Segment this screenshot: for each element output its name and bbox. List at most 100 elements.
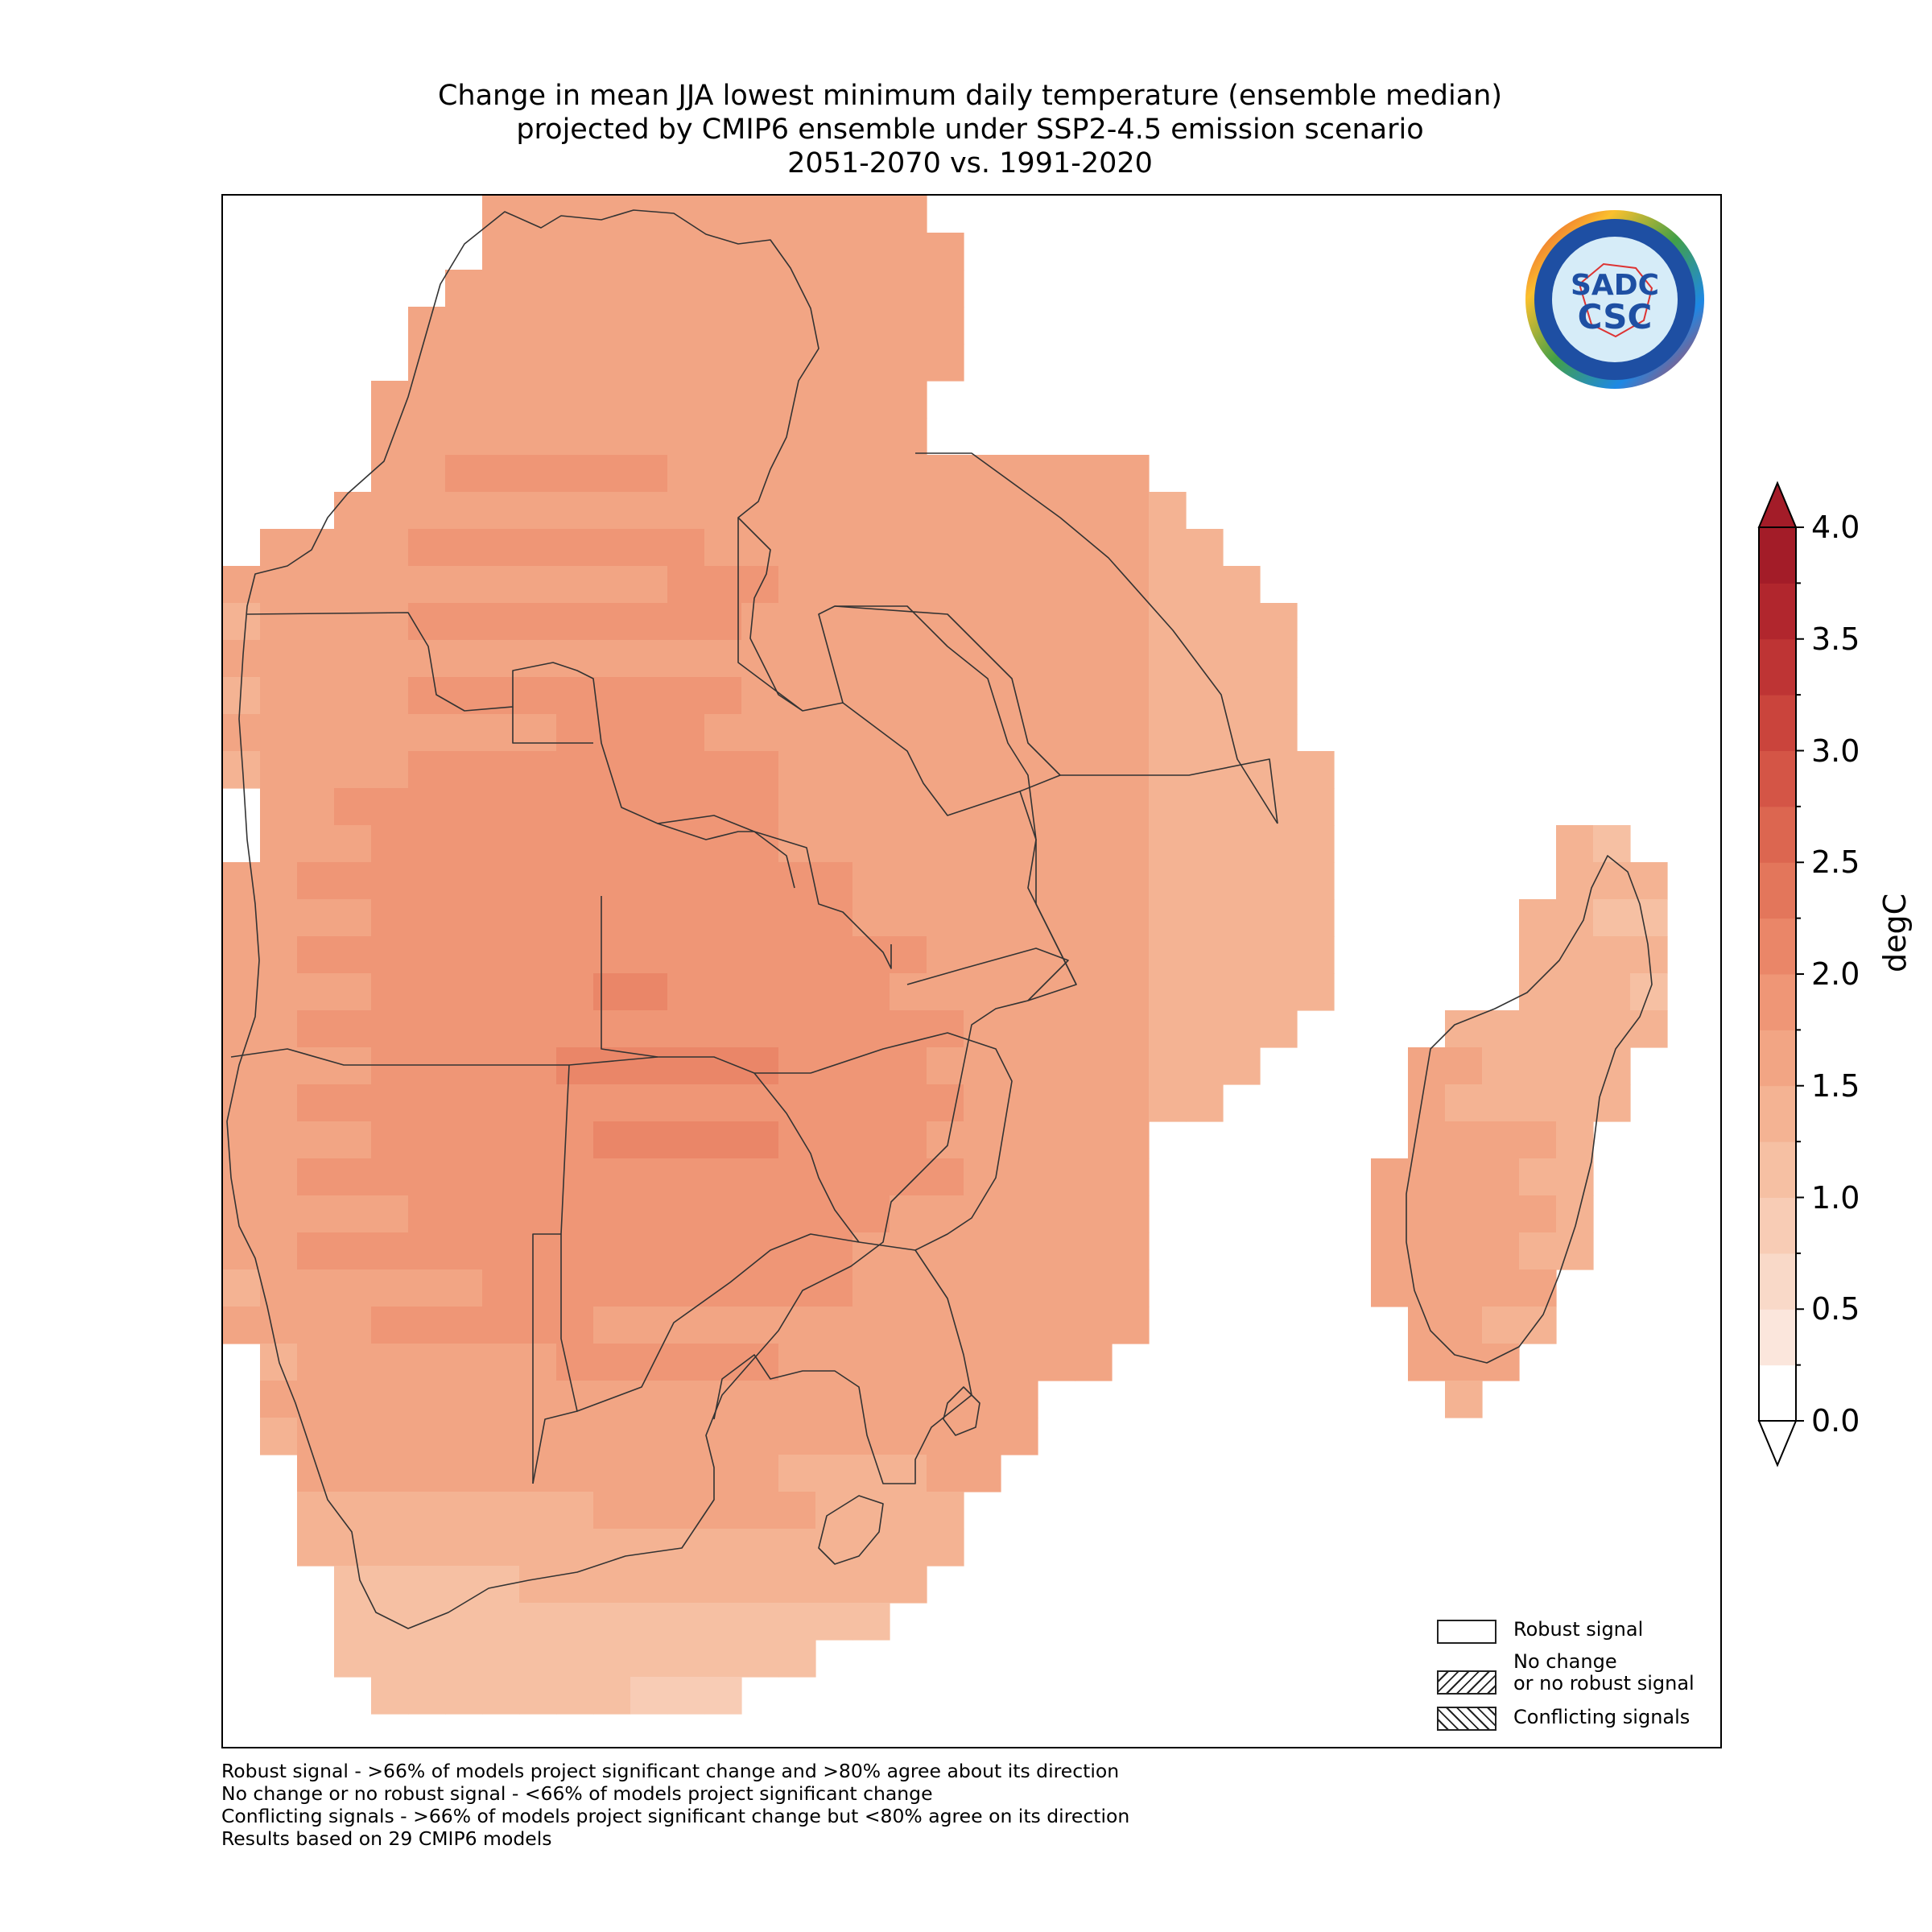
grid-cell [1038, 677, 1075, 715]
border-tanzania-inner [834, 605, 1061, 776]
grid-cell [630, 640, 668, 678]
grid-cell [260, 1307, 298, 1344]
grid-cell [852, 677, 890, 715]
grid-cell [741, 1307, 779, 1344]
grid-cell [1519, 899, 1557, 937]
grid-cell [519, 1566, 557, 1604]
temperature-grid-cells [223, 196, 1668, 1715]
grid-cell [741, 862, 779, 900]
grid-cell [964, 825, 1001, 863]
grid-cell [778, 1047, 816, 1085]
grid-cell [1038, 788, 1075, 826]
grid-cell [890, 1010, 927, 1048]
grid-cell [371, 1640, 409, 1678]
grid-cell [408, 788, 446, 826]
grid-cell [741, 899, 779, 937]
grid-cell [260, 751, 298, 789]
grid-cell [630, 1492, 668, 1530]
grid-cell [297, 1492, 335, 1530]
grid-cell [593, 1269, 631, 1307]
grid-cell [223, 973, 261, 1011]
grid-cell [890, 640, 927, 678]
grid-cell [593, 1455, 631, 1492]
grid-cell [223, 1010, 261, 1048]
grid-cell [408, 603, 446, 641]
grid-cell [1556, 899, 1594, 937]
grid-cell [1038, 1158, 1075, 1196]
colorbar-bin [1759, 918, 1796, 975]
grid-cell [1186, 603, 1224, 641]
grid-cell [1001, 1195, 1038, 1233]
grid-cell [890, 566, 927, 604]
grid-cell [260, 862, 298, 900]
grid-cell [408, 714, 446, 752]
grid-cell [704, 1344, 742, 1381]
grid-cell [704, 1121, 742, 1159]
grid-cell [1001, 1418, 1038, 1455]
grid-cell [815, 1344, 853, 1381]
grid-cell [964, 714, 1001, 752]
grid-cell [445, 344, 483, 382]
grid-cell [1593, 936, 1631, 974]
grid-cell [260, 1084, 298, 1122]
grid-cell [1149, 825, 1187, 863]
grid-cell [890, 1344, 927, 1381]
grid-cell [482, 233, 520, 270]
grid-cell [519, 1344, 557, 1381]
grid-cell [297, 1121, 335, 1159]
grid-cell [778, 1418, 816, 1455]
grid-cell [890, 344, 927, 382]
colorbar-tick-label: 1.0 [1811, 1179, 1860, 1216]
grid-cell [1186, 936, 1224, 974]
grid-cell [1223, 1010, 1261, 1048]
colorbar-tick-label: 0.0 [1811, 1403, 1860, 1439]
grid-cell [593, 603, 631, 641]
grid-cell [815, 677, 853, 715]
border-botswana-zimbabwe [753, 1072, 860, 1243]
grid-cell [371, 862, 409, 900]
grid-cell [1445, 1269, 1483, 1307]
grid-cell [1075, 825, 1113, 863]
grid-cell [445, 1344, 483, 1381]
grid-cell [667, 1307, 705, 1344]
grid-cell [667, 1121, 705, 1159]
grid-cell [445, 1640, 483, 1678]
grid-cell [445, 788, 483, 826]
footnote-models: Results based on 29 CMIP6 models [221, 1827, 552, 1850]
grid-cell [482, 751, 520, 789]
grid-cell [445, 455, 483, 493]
grid-cell [704, 1603, 742, 1641]
grid-cell [408, 1047, 446, 1085]
grid-cell [1297, 936, 1335, 974]
grid-cell [890, 196, 927, 233]
grid-cell [1038, 603, 1075, 641]
grid-cell [630, 1269, 668, 1307]
grid-cell [1260, 751, 1298, 789]
grid-cell [593, 825, 631, 863]
grid-cell [964, 1121, 1001, 1159]
grid-cell [519, 307, 557, 345]
grid-cell [1075, 1158, 1113, 1196]
grid-cell [1186, 714, 1224, 752]
grid-cell [593, 1232, 631, 1270]
grid-cell [890, 714, 927, 752]
grid-cell [1001, 529, 1038, 567]
grid-cell [223, 899, 261, 937]
grid-cell [890, 270, 927, 308]
grid-cell [1112, 862, 1150, 900]
grid-cell [852, 381, 890, 419]
grid-cell [334, 973, 372, 1011]
grid-cell [482, 1010, 520, 1048]
grid-cell [1149, 603, 1187, 641]
colorbar-bin [1759, 1253, 1796, 1310]
grid-cell [593, 1492, 631, 1530]
grid-cell [704, 1492, 742, 1530]
grid-cell [1519, 973, 1557, 1011]
grid-cell [223, 1307, 261, 1344]
grid-cell [778, 1307, 816, 1344]
grid-cell [630, 270, 668, 308]
grid-cell [519, 1084, 557, 1122]
grid-cell [667, 1566, 705, 1604]
grid-cell [778, 307, 816, 345]
grid-cell [1371, 1195, 1409, 1233]
